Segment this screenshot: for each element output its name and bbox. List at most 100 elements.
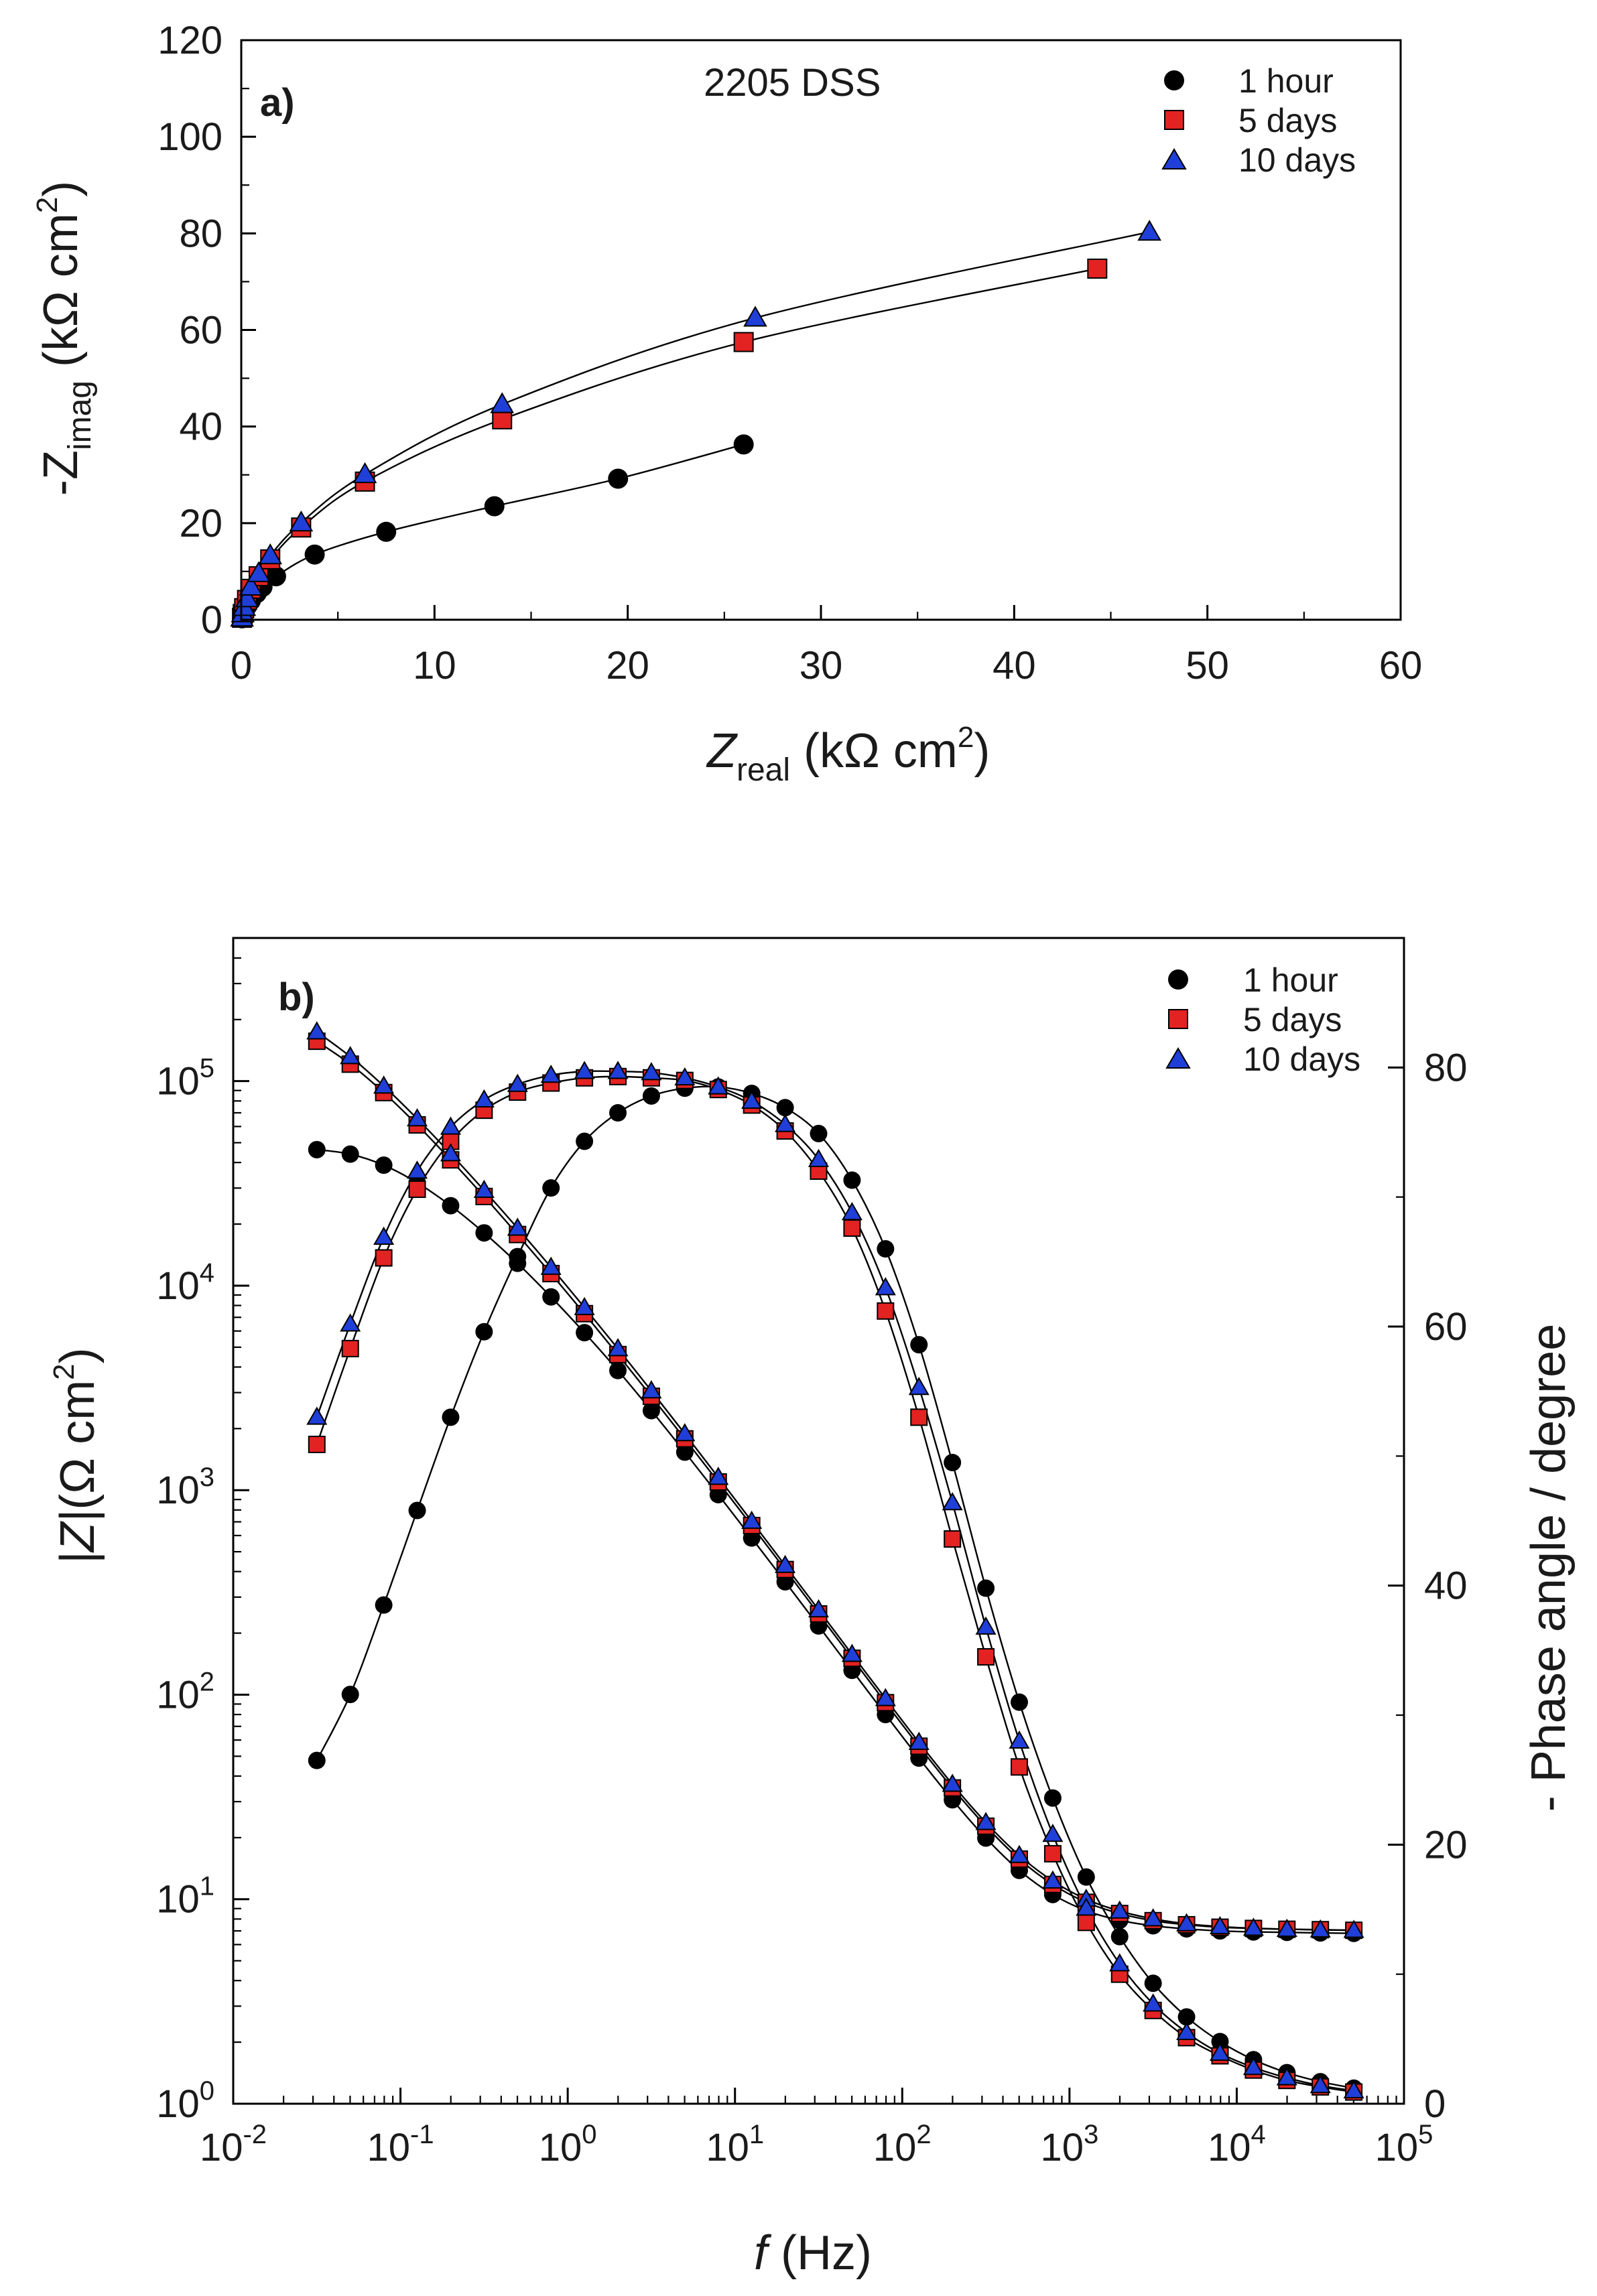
bode-x-tick-label: 102 <box>873 2120 932 2169</box>
nyquist-ticks <box>240 39 1402 621</box>
nyquist-y-axis-sup: 2 <box>31 197 64 213</box>
bode-plot-frame <box>232 937 1405 2105</box>
nyquist-legend-marker-10d <box>1161 148 1187 170</box>
bode-phase-point-5-days <box>910 1408 928 1426</box>
bode-phase-point-10-days <box>1343 2080 1364 2099</box>
bode-phase-point-5-days <box>375 1249 393 1267</box>
bode-phase-point-10-days <box>1242 2057 1264 2076</box>
nyquist-y-tick-label: 100 <box>157 115 222 159</box>
bode-phase-point-1-hour <box>375 1596 393 1614</box>
bode-phase-point-1-hour <box>1077 1868 1095 1886</box>
bode-x-axis-title: f (Hz) <box>754 2226 872 2280</box>
bode-phase-point-1-hour <box>977 1579 995 1597</box>
bode-modulus-point-10-days <box>708 1467 729 1485</box>
nyquist-y-tick-label: 20 <box>179 502 222 545</box>
bode-phase-point-5-days <box>1077 1913 1095 1932</box>
bode-modulus-point-10-days <box>641 1380 662 1399</box>
nyquist-tick-labels: 0 10 20 30 40 50 60 0 20 40 60 80 100 120 <box>157 19 1422 687</box>
bode-left-y-axis-sup: 2 <box>48 1363 80 1379</box>
nyquist-point-10-days <box>1137 220 1161 241</box>
bode-phase-point-10-days <box>975 1616 997 1635</box>
bode-phase-point-1-hour <box>910 1336 928 1354</box>
bode-modulus-point-10-days <box>306 1021 328 1040</box>
bode-phase-point-10-days <box>942 1492 963 1511</box>
bode-phase-point-1-hour <box>944 1454 962 1471</box>
bode-phase-point-10-days <box>1042 1824 1064 1842</box>
bode-panel: 10-2 10-1 100 101 102 103 104 105 100 101 102 103 10… <box>48 937 1576 2280</box>
nyquist-point-10-days <box>353 462 377 484</box>
bode-left-y-axis-unit: (Ω cm <box>51 1380 105 1510</box>
bode-modulus-point-1-hour <box>676 1443 694 1461</box>
bode-phase-point-10-days <box>1276 2067 1297 2086</box>
nyquist-y-tick-label: 120 <box>157 19 222 62</box>
bode-modulus-point-10-days <box>1209 1915 1230 1934</box>
nyquist-point-1-hour <box>733 434 754 455</box>
nyquist-x-tick-label: 50 <box>1186 644 1229 687</box>
nyquist-x-axis-title: Zreal (kΩ cm2) <box>706 721 990 788</box>
nyquist-point-1-hour <box>265 566 286 587</box>
bode-modulus-point-10-days <box>607 1338 629 1357</box>
bode-phase-point-10-days <box>808 1148 830 1167</box>
bode-modulus-point-10-days <box>775 1554 796 1573</box>
bode-modulus-point-1-hour <box>609 1361 627 1379</box>
bode-x-tick-label: 103 <box>1040 2120 1098 2169</box>
bode-legend-marker-10d <box>1165 1047 1191 1069</box>
bode-modulus-point-10-days <box>808 1599 830 1618</box>
bode-phase-point-10-days <box>1176 2021 1198 2041</box>
bode-modulus-point-1-hour <box>442 1197 460 1215</box>
nyquist-y-axis-unit: (kΩ cm <box>34 213 88 381</box>
nyquist-point-10-days <box>247 561 271 582</box>
nyquist-x-axis-close: ) <box>974 724 990 778</box>
bode-phase-point-1-hour <box>475 1323 493 1341</box>
bode-phase-point-10-days <box>1109 1953 1131 1972</box>
bode-phase-point-1-hour <box>509 1247 527 1266</box>
bode-modulus-point-10-days <box>473 1179 495 1199</box>
nyquist-legend-marker-1h <box>1164 70 1184 90</box>
nyquist-y-tick-label: 0 <box>201 598 222 642</box>
bode-modulus-point-10-days <box>1343 1919 1364 1938</box>
nyquist-point-10-days <box>289 510 314 532</box>
bode-x-tick-label: 105 <box>1375 2120 1433 2169</box>
bode-phase-point-10-days <box>674 1067 696 1086</box>
nyquist-y-axis-sub: imag <box>62 381 98 450</box>
bode-legend-marker-5d <box>1168 1009 1188 1029</box>
bode-modulus-point-1-hour <box>375 1156 393 1174</box>
bode-modulus-point-10-days <box>373 1075 395 1094</box>
bode-tick-labels: 10-2 10-1 100 101 102 103 104 105 100 101 102 103 10… <box>156 1046 1467 2169</box>
bode-phase-point-10-days <box>440 1116 461 1135</box>
bode-right-y-axis-title: - Phase angle / degree <box>1522 1324 1576 1812</box>
nyquist-point-10-days <box>743 306 767 327</box>
bode-phase-point-1-hour <box>609 1104 627 1122</box>
bode-modulus-point-10-days <box>674 1423 696 1442</box>
bode-phase-point-10-days <box>574 1061 595 1079</box>
nyquist-x-tick-label: 20 <box>606 644 649 687</box>
bode-modulus-point-1-hour <box>308 1140 326 1158</box>
bode-left-y-tick-label: 105 <box>156 1054 214 1103</box>
bode-phase-point-5-days <box>1043 1844 1062 1863</box>
bode-phase-point-1-hour <box>1144 1974 1162 1993</box>
nyquist-x-tick-label: 0 <box>231 644 252 687</box>
bode-legend-label-10d: 10 days <box>1243 1040 1360 1078</box>
nyquist-x-tick-label: 30 <box>800 644 843 687</box>
nyquist-chart-title: 2205 DSS <box>704 61 881 105</box>
bode-phase-point-10-days <box>540 1065 562 1083</box>
nyquist-x-axis-sup: 2 <box>958 721 974 754</box>
nyquist-panel-label: a) <box>260 81 295 125</box>
nyquist-y-axis-close: ) <box>34 181 88 197</box>
bode-phase-point-10-days <box>340 1313 361 1332</box>
nyquist-legend-label-1h: 1 hour <box>1238 62 1334 100</box>
bode-modulus-point-10-days <box>841 1643 863 1662</box>
bode-phase-fit-5-days <box>316 1075 1354 2093</box>
bode-modulus-fit-1-hour <box>316 1148 1354 1934</box>
nyquist-legend-label-5d: 5 days <box>1238 102 1337 139</box>
bode-modulus-point-10-days <box>1143 1908 1164 1927</box>
bode-phase-point-10-days <box>741 1090 763 1109</box>
bode-modulus-point-10-days <box>540 1256 562 1275</box>
nyquist-legend: 1 hour 5 days 10 days <box>1161 62 1356 179</box>
bode-phase-point-1-hour <box>1110 1928 1129 1946</box>
nyquist-plot-frame <box>240 39 1402 621</box>
bode-modulus-point-10-days <box>1042 1870 1064 1889</box>
nyquist-data-points <box>230 220 1161 628</box>
bode-phase-point-1-hour <box>576 1132 594 1150</box>
